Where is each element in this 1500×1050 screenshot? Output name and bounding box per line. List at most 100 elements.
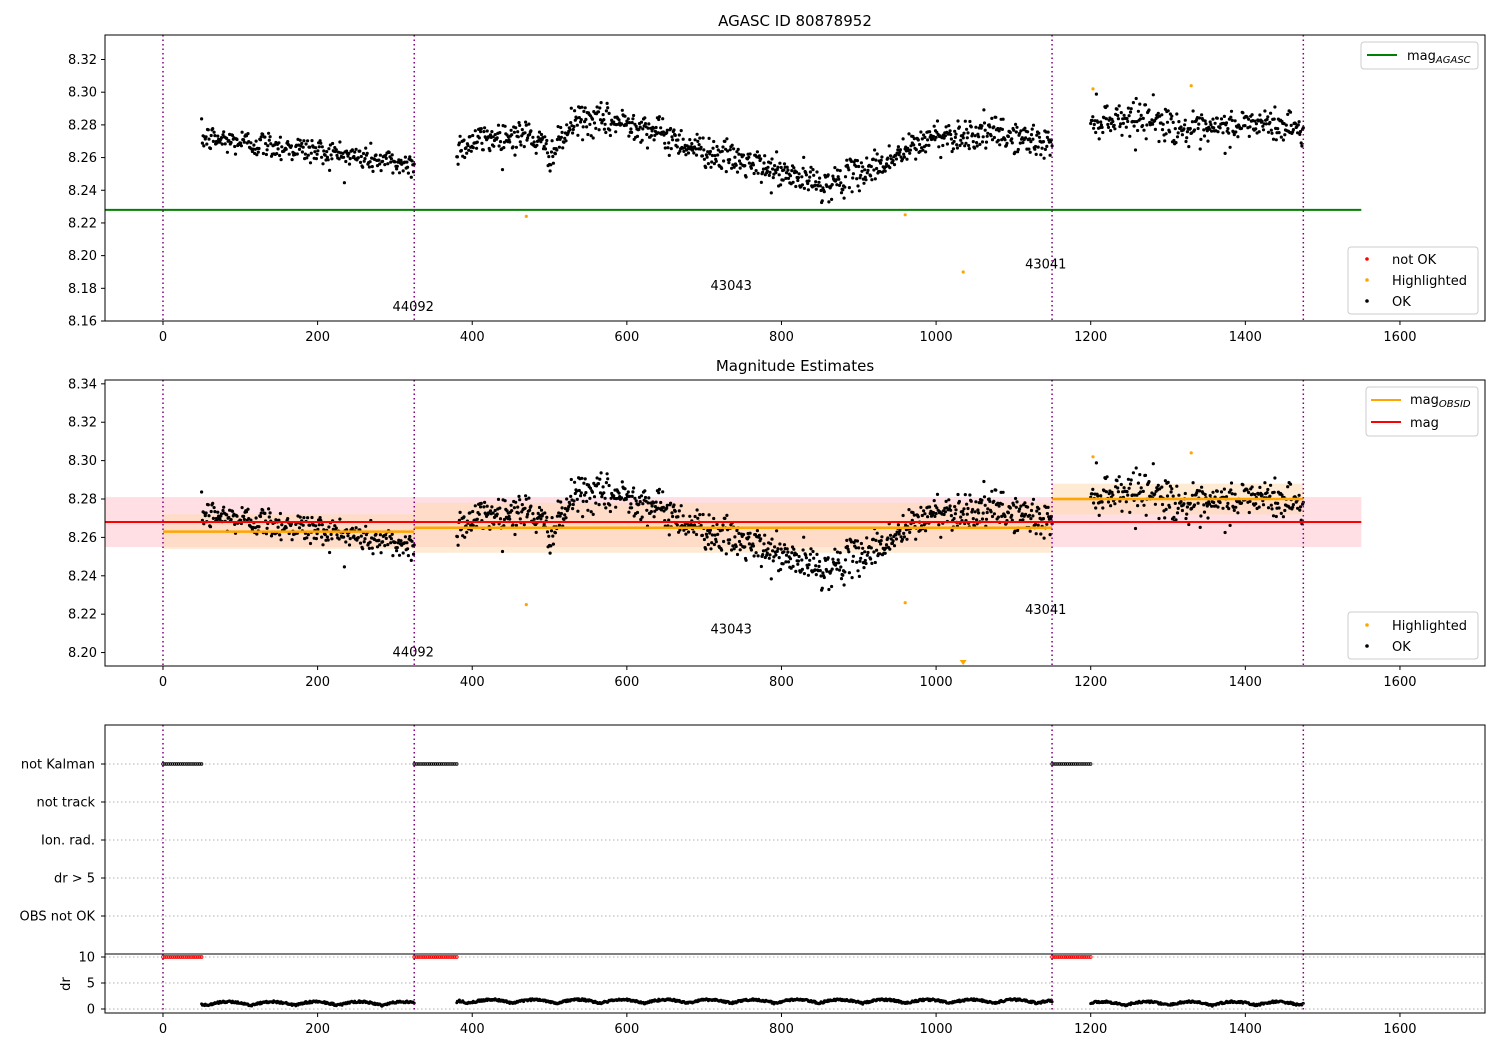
ok-point [287, 152, 291, 156]
ok-point [401, 551, 405, 555]
x-tick-label: 1200 [1074, 1022, 1107, 1037]
ok-point [1110, 490, 1114, 494]
ok-point [342, 181, 346, 185]
ok-point [980, 517, 985, 521]
high-dr-point [188, 955, 192, 959]
ok-point [743, 545, 747, 549]
ok-point [286, 517, 290, 521]
ok-point [690, 142, 694, 146]
ok-point [455, 535, 459, 539]
ok-point [712, 542, 717, 547]
ok-point [692, 151, 696, 155]
ok-point [974, 125, 978, 129]
ok-point [1000, 138, 1004, 142]
ok-point [1202, 128, 1206, 132]
ok-point [956, 492, 960, 497]
ok-point [555, 148, 559, 152]
ok-point [399, 539, 403, 543]
ok-point [869, 546, 873, 550]
ok-point [325, 535, 329, 539]
ok-point [519, 143, 523, 147]
ok-point [631, 490, 635, 494]
ok-point [944, 125, 948, 129]
not-kalman-flag-point [435, 762, 440, 766]
ok-point [1268, 494, 1272, 498]
ok-point [949, 137, 954, 141]
ok-point [1163, 139, 1167, 143]
ok-point [481, 148, 485, 152]
ok-point [1261, 124, 1265, 128]
ok-point [736, 147, 740, 151]
ok-point [1202, 134, 1207, 138]
ok-point [518, 140, 522, 144]
highlighted-point [903, 601, 907, 605]
ok-point [1023, 501, 1027, 505]
ok-point [261, 151, 265, 156]
ok-point [549, 163, 553, 167]
ok-point [1042, 536, 1046, 540]
ok-point [694, 532, 699, 537]
ok-point [314, 157, 318, 161]
ok-point [551, 542, 556, 546]
ok-point [886, 156, 890, 160]
ok-point [804, 556, 809, 560]
ok-point [721, 523, 725, 527]
ok-point [258, 138, 263, 142]
ok-point [1190, 493, 1194, 497]
ok-point [1097, 137, 1101, 141]
ok-point [739, 543, 743, 547]
ok-point [847, 550, 851, 554]
ok-point [1168, 484, 1172, 488]
ok-point [676, 515, 680, 519]
ok-point [480, 141, 484, 145]
ok-point [401, 169, 405, 173]
ok-point [491, 511, 495, 515]
ok-point [735, 528, 739, 533]
high-dr-point [1088, 955, 1093, 959]
ok-point [305, 156, 309, 160]
ok-point [583, 106, 587, 110]
ok-point [918, 528, 922, 532]
ok-point [242, 514, 246, 519]
ok-point [1157, 139, 1161, 144]
ok-point [724, 170, 728, 174]
ok-point [330, 537, 334, 541]
ok-point [390, 153, 394, 157]
ok-point [1250, 485, 1254, 489]
ok-point [955, 143, 959, 147]
ok-point [488, 133, 493, 137]
ok-point [595, 105, 599, 109]
ok-point [320, 535, 324, 539]
ok-point [1105, 475, 1109, 479]
ok-point [493, 133, 497, 137]
ok-point [1191, 481, 1195, 485]
ok-point [709, 547, 713, 551]
ok-point [809, 165, 813, 169]
ok-point [1145, 123, 1149, 127]
ok-point [652, 138, 656, 142]
ok-point [1045, 144, 1049, 148]
ok-point [500, 549, 505, 554]
ok-point [1010, 141, 1014, 145]
ok-point [1291, 128, 1295, 132]
ok-point [406, 547, 410, 551]
ok-point [933, 514, 937, 519]
ok-point [708, 149, 713, 154]
ok-point [761, 170, 765, 174]
y-tick-label: 0 [87, 1003, 95, 1018]
ok-point [395, 164, 399, 168]
ok-point [953, 512, 958, 516]
ok-point [964, 141, 968, 145]
ok-point [677, 509, 681, 513]
ok-point [276, 147, 280, 151]
ok-point [1151, 93, 1155, 97]
ok-point [966, 506, 970, 511]
ok-point [706, 542, 711, 547]
ok-point [503, 499, 507, 503]
ok-point [230, 509, 235, 513]
ok-point [1117, 104, 1121, 108]
not-kalman-flag-point [416, 762, 420, 766]
ok-point [488, 149, 492, 153]
ok-point [1112, 123, 1116, 127]
ok-point [941, 143, 945, 148]
